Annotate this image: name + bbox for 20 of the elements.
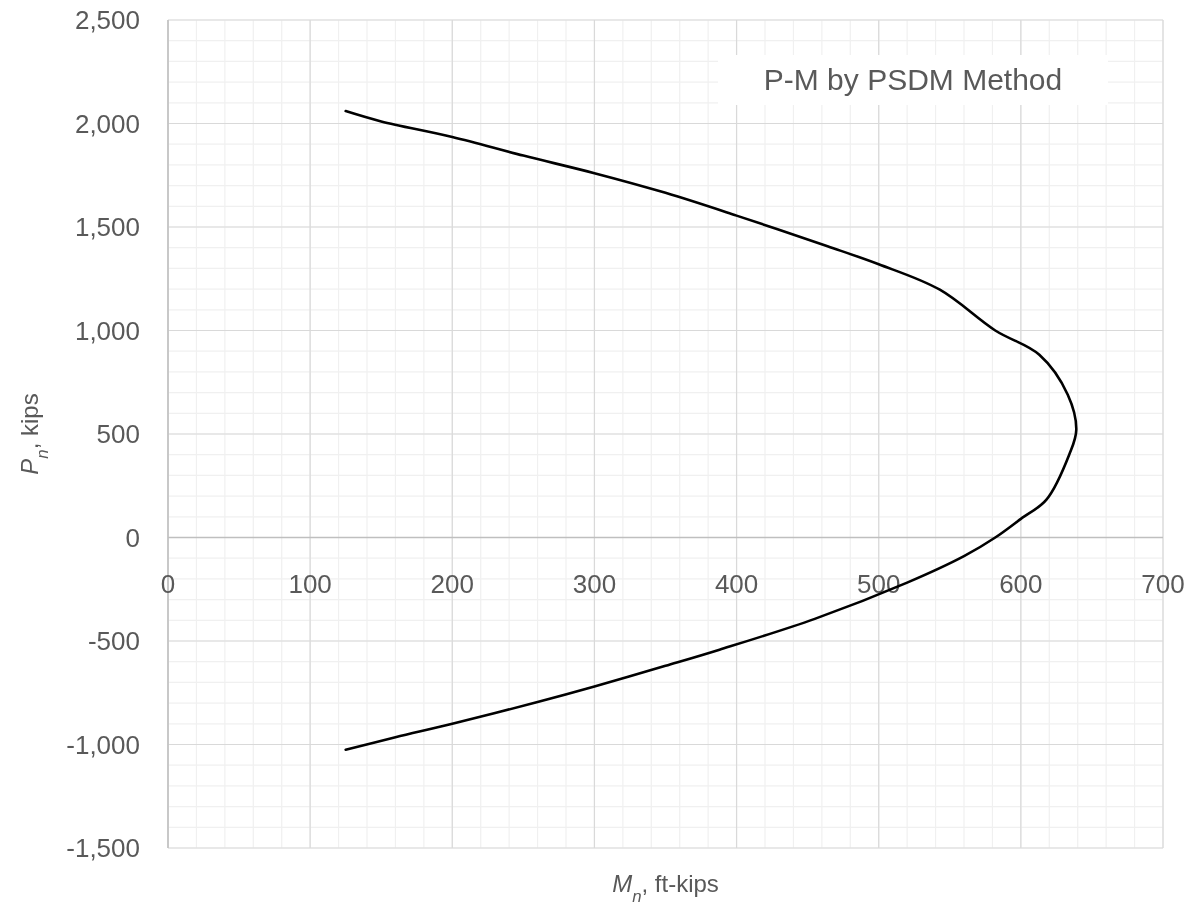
x-tick-label: 0: [160, 568, 176, 599]
y-tick-label: -1,000: [66, 729, 140, 760]
x-tick-label: 700: [1141, 568, 1185, 599]
y-tick-label: 1,000: [74, 315, 140, 346]
x-tick-label: 100: [288, 568, 332, 599]
y-tick-label: 2,000: [74, 108, 140, 139]
x-axis-title: M$_{n}$, ft-kips: [612, 870, 719, 903]
y-tick-label: -500: [87, 626, 140, 656]
x-tick-label: 200: [430, 568, 474, 599]
text: P-M by PSDM Method: [763, 63, 1063, 96]
y-tick-label: 2,500: [74, 5, 140, 35]
line-series: [344, 109, 1078, 751]
y-tick-label: 0: [125, 522, 140, 553]
y-tick-label: 1,500: [74, 212, 140, 242]
y-tick-label: 500: [96, 419, 140, 449]
x-tick-label: 500: [857, 568, 901, 599]
x-tick-label: 300: [572, 568, 617, 599]
x-tick-label: 600: [999, 568, 1043, 599]
x-tick-label: 400: [714, 568, 759, 599]
y-tick-label: -1,500: [66, 833, 140, 863]
